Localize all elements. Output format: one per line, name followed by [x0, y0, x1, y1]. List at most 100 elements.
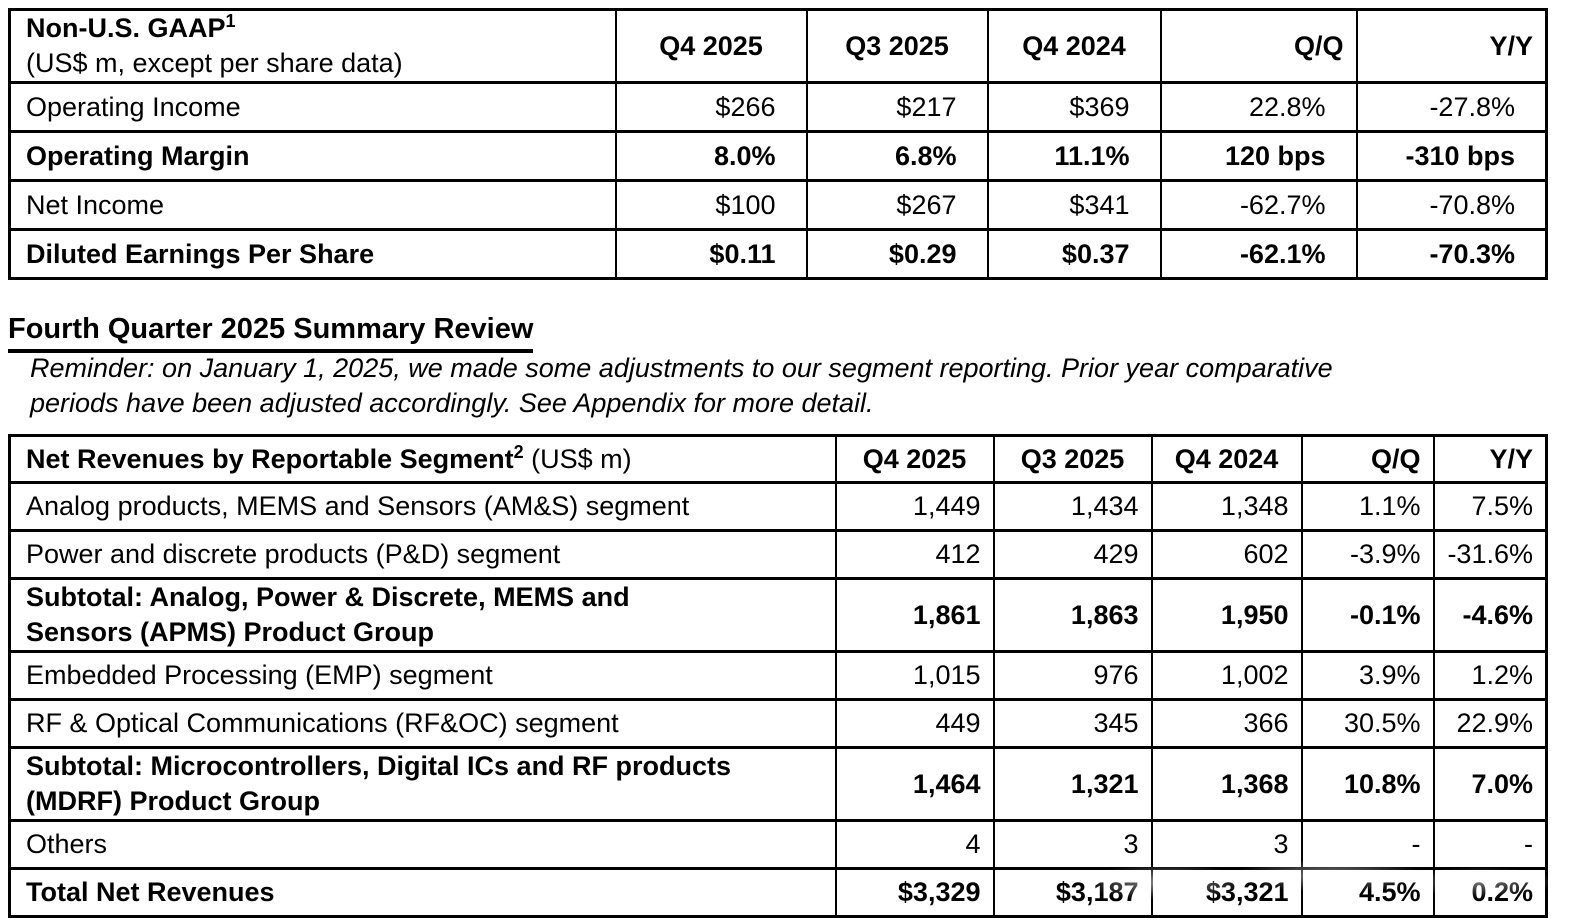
value-cell: $217 [805, 81, 989, 133]
column-header-qq: Q/Q [1159, 8, 1358, 84]
value-cell: 3 [992, 819, 1153, 870]
value-cell: 22.8% [1159, 81, 1358, 133]
row-label: Subtotal: Analog, Power & Discrete, MEMS… [8, 577, 837, 653]
reminder-line-2: periods have been adjusted accordingly. … [30, 388, 874, 418]
table-row: Others 4 3 3- - [8, 819, 1548, 870]
row-label-line: Subtotal: Analog, Power & Discrete, MEMS… [26, 582, 630, 612]
section-heading: Fourth Quarter 2025 Summary Review [8, 313, 534, 353]
value-cell: 1,321 [992, 746, 1153, 822]
value-cell: 1.2% [1432, 650, 1548, 701]
value-cell: $0.11 [614, 228, 808, 280]
table-row: Net Income $100 $267 $341 -62.7% -70.8% [8, 179, 1548, 231]
row-label-line: Diluted Earnings Per Share [26, 238, 375, 269]
column-header-q4-2025: Q4 2025 [614, 8, 808, 84]
row-label-line: Operating Margin [26, 140, 250, 171]
value-cell: $100 [614, 179, 808, 231]
table2-title-units: (US$ m) [523, 443, 632, 474]
table-row: Subtotal: Analog, Power & Discrete, MEMS… [8, 577, 1548, 653]
footnote-marker-1: 1 [225, 11, 236, 31]
table-header-row: Non-U.S. GAAP1 (US$ m, except per share … [8, 8, 1548, 84]
row-label-line: RF & Optical Communications (RF&OC) segm… [26, 708, 619, 738]
column-header-yy: Y/Y [1432, 434, 1548, 484]
value-cell: 7.0% [1432, 746, 1548, 822]
row-label: Power and discrete products (P&D) segmen… [8, 529, 837, 580]
value-cell: 30.5% [1300, 698, 1435, 749]
value-cell: 429 [992, 529, 1153, 580]
value-cell: 412 [834, 529, 995, 580]
table1-title-units: (US$ m, except per share data) [26, 48, 403, 78]
footnote-marker-2: 2 [513, 441, 524, 462]
row-label-line: Analog products, MEMS and Sensors (AM&S)… [26, 491, 690, 521]
column-header-q3-2025: Q3 2025 [805, 8, 989, 84]
value-cell: - [1300, 819, 1435, 870]
value-cell: -62.7% [1159, 179, 1358, 231]
row-label: Diluted Earnings Per Share [8, 228, 617, 280]
value-cell: -31.6% [1432, 529, 1548, 580]
table-row: Power and discrete products (P&D) segmen… [8, 529, 1548, 580]
value-cell: 1,863 [992, 577, 1153, 653]
row-label-line: Embedded Processing (EMP) segment [26, 660, 493, 690]
value-cell: $341 [986, 179, 1162, 231]
value-cell: 1,368 [1150, 746, 1303, 822]
table2-title-cell: Net Revenues by Reportable Segment2 (US$… [8, 434, 837, 484]
value-cell: 1,950 [1150, 577, 1303, 653]
table-row: Analog products, MEMS and Sensors (AM&S)… [8, 481, 1548, 532]
column-header-qq: Q/Q [1300, 434, 1435, 484]
row-label: Subtotal: Microcontrollers, Digital ICs … [8, 746, 837, 822]
row-label: Operating Income [8, 81, 617, 133]
value-cell: 22.9% [1432, 698, 1548, 749]
value-cell: 1.1% [1300, 481, 1435, 532]
value-cell: 1,464 [834, 746, 995, 822]
row-label-line: (MDRF) Product Group [26, 786, 320, 816]
value-cell: -27.8% [1355, 81, 1548, 133]
column-header-q3-2025: Q3 2025 [992, 434, 1153, 484]
value-cell: -70.8% [1355, 179, 1548, 231]
table-row: RF & Optical Communications (RF&OC) segm… [8, 698, 1548, 749]
value-cell: 345 [992, 698, 1153, 749]
value-cell: -310 bps [1355, 130, 1548, 182]
value-cell: $0.37 [986, 228, 1162, 280]
value-cell: 976 [992, 650, 1153, 701]
value-cell: -0.1% [1300, 577, 1435, 653]
column-header-q4-2024: Q4 2024 [1150, 434, 1303, 484]
value-cell: 366 [1150, 698, 1303, 749]
row-label-line: Others [26, 829, 108, 859]
value-cell: 4 [834, 819, 995, 870]
value-cell: 4.5% [1300, 867, 1435, 918]
value-cell: 1,348 [1150, 481, 1303, 532]
value-cell: -70.3% [1355, 228, 1548, 280]
table1-title-cell: Non-U.S. GAAP1 (US$ m, except per share … [8, 8, 617, 84]
row-label-line: Sensors (APMS) Product Group [26, 617, 435, 647]
value-cell: 10.8% [1300, 746, 1435, 822]
column-header-q4-2025: Q4 2025 [834, 434, 995, 484]
value-cell: 6.8% [805, 130, 989, 182]
reminder-line-1: Reminder: on January 1, 2025, we made so… [30, 353, 1333, 383]
row-label-line: Subtotal: Microcontrollers, Digital ICs … [26, 751, 732, 781]
row-label: Total Net Revenues [8, 867, 837, 918]
non-gaap-summary-table: Non-U.S. GAAP1 (US$ m, except per share … [8, 8, 1548, 280]
value-cell: -4.6% [1432, 577, 1548, 653]
value-cell: $267 [805, 179, 989, 231]
table2-title: Net Revenues by Reportable Segment [26, 443, 514, 474]
row-label-line: Total Net Revenues [26, 877, 275, 907]
row-label: RF & Optical Communications (RF&OC) segm… [8, 698, 837, 749]
value-cell: - [1432, 819, 1548, 870]
value-cell: 602 [1150, 529, 1303, 580]
reminder-note: Reminder: on January 1, 2025, we made so… [30, 351, 1333, 421]
value-cell: 1,015 [834, 650, 995, 701]
value-cell: -62.1% [1159, 228, 1358, 280]
value-cell: 1,861 [834, 577, 995, 653]
value-cell: 449 [834, 698, 995, 749]
column-header-yy: Y/Y [1355, 8, 1548, 84]
row-label: Operating Margin [8, 130, 617, 182]
value-cell: $266 [614, 81, 808, 133]
table-row: Operating Income $266 $217 $369 22.8% -27.8% [8, 81, 1548, 133]
row-label: Others [8, 819, 837, 870]
table-row: Embedded Processing (EMP) segment 1,015 97… [8, 650, 1548, 701]
value-cell: -3.9% [1300, 529, 1435, 580]
value-cell: $3,187 [992, 867, 1153, 918]
table-row: Operating Margin 8.0% 6.8% 11.1% 120 bps -310… [8, 130, 1548, 182]
value-cell: 3.9% [1300, 650, 1435, 701]
table1-title: Non-U.S. GAAP [26, 13, 226, 43]
value-cell: $3,329 [834, 867, 995, 918]
